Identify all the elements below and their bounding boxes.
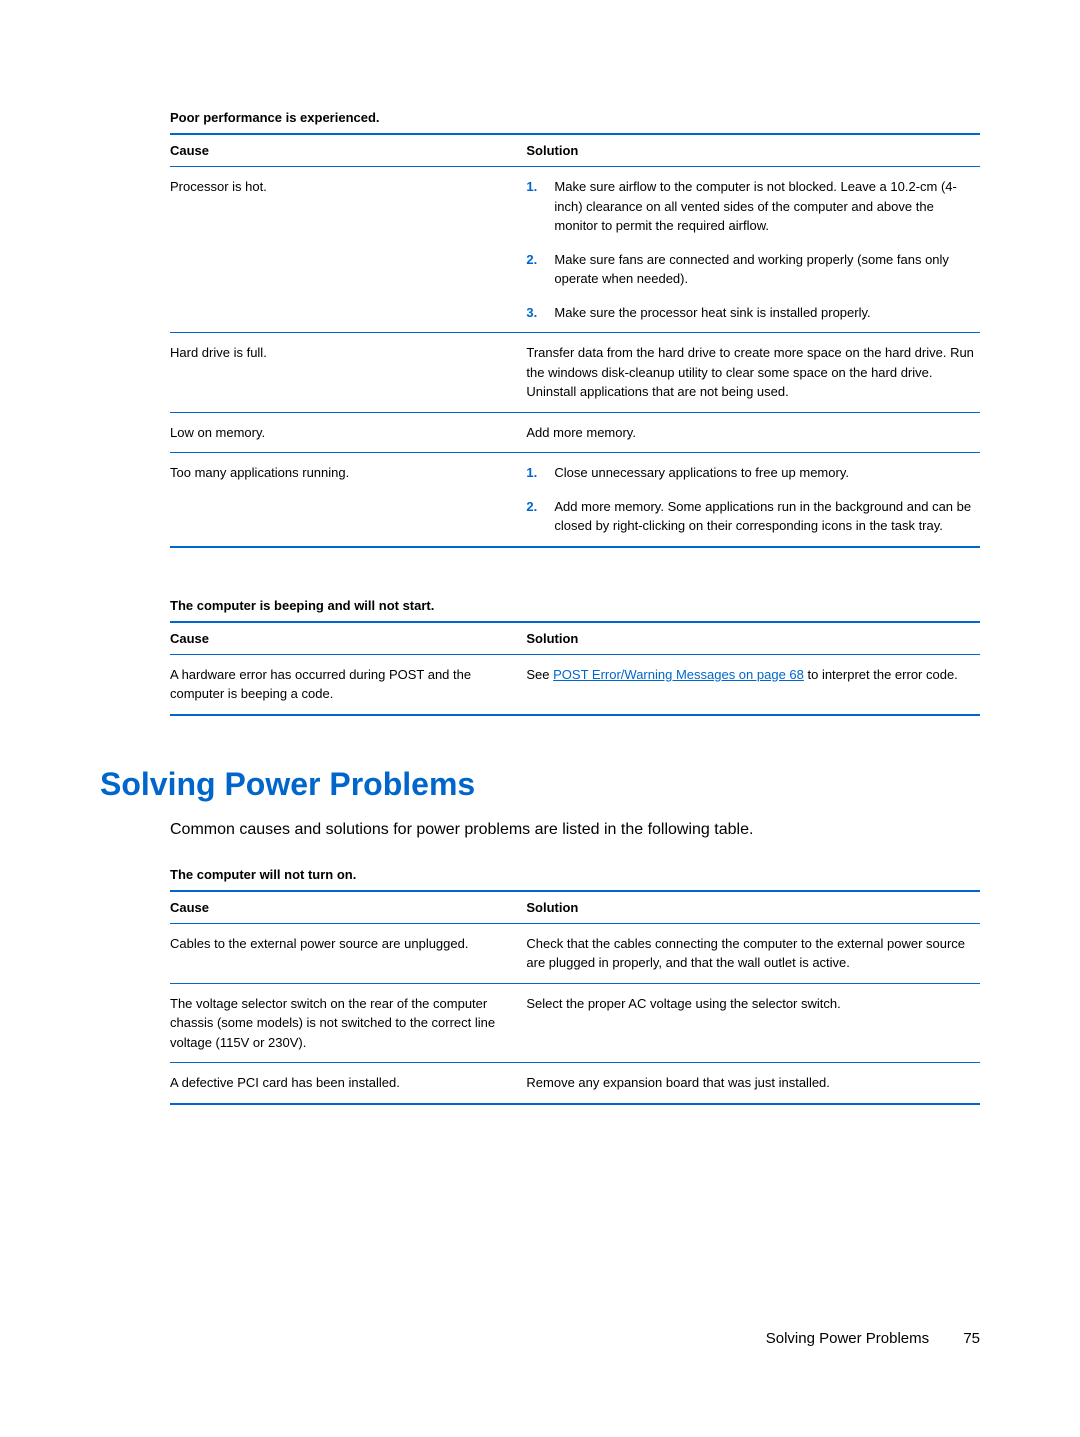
table-row: Processor is hot. 1.Make sure airflow to… [170, 167, 980, 333]
cell-cause: Low on memory. [170, 412, 526, 453]
list-item: 3.Make sure the processor heat sink is i… [526, 303, 980, 323]
list-num: 1. [526, 177, 554, 236]
table2-title: The computer is beeping and will not sta… [170, 598, 980, 613]
cell-cause: A hardware error has occurred during POS… [170, 654, 526, 715]
list-num: 2. [526, 250, 554, 289]
cell-solution: Transfer data from the hard drive to cre… [526, 333, 980, 413]
page-footer: Solving Power Problems 75 [766, 1330, 980, 1347]
cell-solution: Check that the cables connecting the com… [526, 923, 980, 983]
footer-label: Solving Power Problems [766, 1330, 929, 1347]
cell-solution: See POST Error/Warning Messages on page … [526, 654, 980, 715]
table3-title: The computer will not turn on. [170, 867, 980, 882]
th-solution: Solution [526, 891, 980, 924]
cell-cause: Hard drive is full. [170, 333, 526, 413]
table-row: Hard drive is full. Transfer data from t… [170, 333, 980, 413]
text-pre: See [526, 667, 553, 682]
list-item: 1.Close unnecessary applications to free… [526, 463, 980, 483]
list-text: Make sure fans are connected and working… [554, 250, 980, 289]
list-num: 3. [526, 303, 554, 323]
list-num: 2. [526, 497, 554, 536]
list-item: 2.Make sure fans are connected and worki… [526, 250, 980, 289]
table-row: Low on memory. Add more memory. [170, 412, 980, 453]
table-row: The voltage selector switch on the rear … [170, 983, 980, 1063]
table-not-turn-on: Cause Solution Cables to the external po… [170, 890, 980, 1105]
cell-solution: Select the proper AC voltage using the s… [526, 983, 980, 1063]
list-text: Make sure airflow to the computer is not… [554, 177, 980, 236]
page-number: 75 [963, 1330, 980, 1347]
th-cause: Cause [170, 622, 526, 655]
list-text: Close unnecessary applications to free u… [554, 463, 980, 483]
cell-cause: Processor is hot. [170, 167, 526, 333]
list-num: 1. [526, 463, 554, 483]
table1-title: Poor performance is experienced. [170, 110, 980, 125]
th-solution: Solution [526, 622, 980, 655]
post-error-link[interactable]: POST Error/Warning Messages on page 68 [553, 667, 804, 682]
list-item: 2.Add more memory. Some applications run… [526, 497, 980, 536]
list-item: 1.Make sure airflow to the computer is n… [526, 177, 980, 236]
cell-cause: Too many applications running. [170, 453, 526, 547]
table-row: Cables to the external power source are … [170, 923, 980, 983]
table-beeping: Cause Solution A hardware error has occu… [170, 621, 980, 716]
list-text: Add more memory. Some applications run i… [554, 497, 980, 536]
table-row: A defective PCI card has been installed.… [170, 1063, 980, 1104]
text-post: to interpret the error code. [804, 667, 958, 682]
cell-solution: 1.Close unnecessary applications to free… [526, 453, 980, 547]
cell-cause: Cables to the external power source are … [170, 923, 526, 983]
cell-cause: The voltage selector switch on the rear … [170, 983, 526, 1063]
table-row: A hardware error has occurred during POS… [170, 654, 980, 715]
table-poor-performance: Cause Solution Processor is hot. 1.Make … [170, 133, 980, 548]
section-heading: Solving Power Problems [100, 766, 980, 803]
th-cause: Cause [170, 891, 526, 924]
th-solution: Solution [526, 134, 980, 167]
cell-solution: Remove any expansion board that was just… [526, 1063, 980, 1104]
cell-solution: Add more memory. [526, 412, 980, 453]
table-row: Too many applications running. 1.Close u… [170, 453, 980, 547]
cell-solution: 1.Make sure airflow to the computer is n… [526, 167, 980, 333]
section-intro: Common causes and solutions for power pr… [170, 821, 980, 839]
list-text: Make sure the processor heat sink is ins… [554, 303, 980, 323]
th-cause: Cause [170, 134, 526, 167]
cell-cause: A defective PCI card has been installed. [170, 1063, 526, 1104]
